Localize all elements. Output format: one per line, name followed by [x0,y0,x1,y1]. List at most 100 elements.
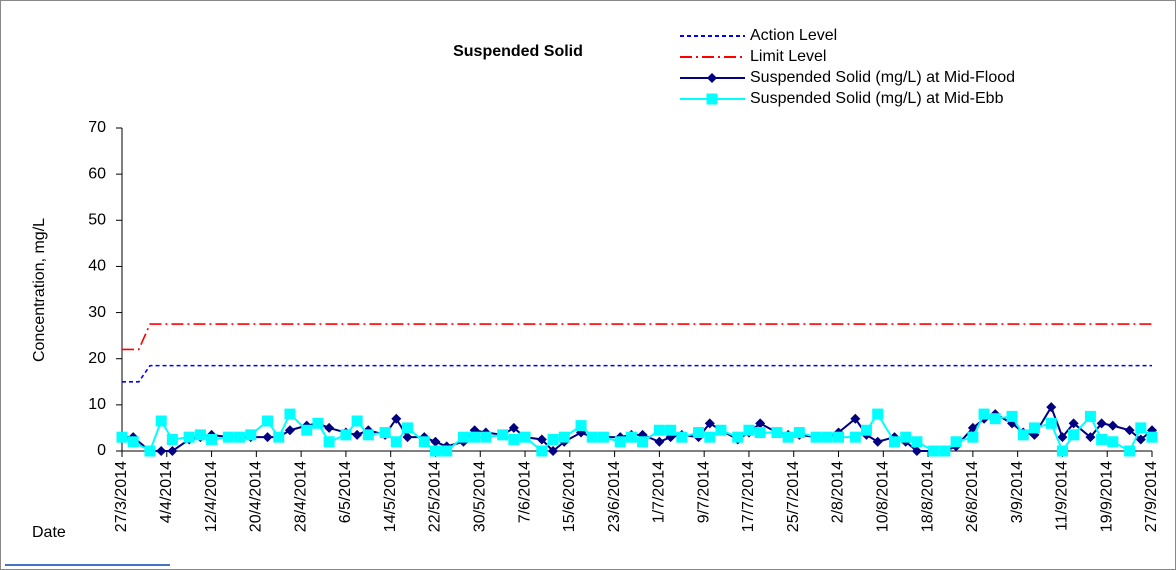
marker [625,431,637,443]
x-tick-label: 12/4/2014 [203,461,220,532]
x-tick-label: 3/9/2014 [1009,461,1026,523]
marker [861,424,873,436]
marker [872,408,884,420]
marker [900,431,912,443]
marker [706,93,718,105]
marker [693,427,705,439]
marker [390,436,402,448]
marker [441,445,453,457]
marker [850,413,861,424]
series-line [122,323,1152,351]
marker [469,431,481,443]
x-tick-label: 17/7/2014 [740,461,757,532]
x-tick-label: 22/5/2014 [427,461,444,532]
marker [755,418,766,429]
marker [156,446,167,456]
marker [391,413,402,424]
marker [234,431,246,443]
x-tick-label: 18/8/2014 [919,461,936,532]
marker [707,73,717,83]
marker [586,431,598,443]
y-tick-label: 70 [88,119,106,136]
marker [911,436,923,448]
marker [1096,433,1108,445]
marker [418,436,430,448]
x-tick-label: 30/5/2014 [471,461,488,532]
legend-label: Limit Level [750,48,826,65]
marker [743,424,755,436]
marker [1084,410,1096,422]
marker [1068,418,1079,429]
marker [1045,417,1057,429]
marker [715,424,727,436]
x-tick-label: 20/4/2014 [248,461,265,532]
marker [116,431,128,443]
marker [245,429,257,441]
y-tick-label: 50 [88,212,106,229]
marker [1107,420,1118,431]
x-tick-label: 15/6/2014 [561,461,578,532]
marker [519,431,531,443]
x-axis-label: Date [32,524,66,541]
y-tick-label: 10 [88,396,106,413]
marker [379,427,391,439]
marker [1146,431,1158,443]
x-tick-label: 2/8/2014 [830,461,847,523]
marker [1096,418,1107,429]
marker [782,431,794,443]
marker [704,431,716,443]
marker [402,432,413,443]
marker [939,445,951,457]
marker [127,436,139,448]
y-tick-label: 60 [88,165,106,182]
marker [324,422,335,433]
marker [872,436,883,447]
chart-title: Suspended Solid [453,43,583,60]
marker [597,431,609,443]
marker [430,436,441,447]
marker [273,431,285,443]
marker [1124,445,1136,457]
marker [704,418,715,429]
marker [1028,422,1040,434]
marker [989,413,1001,425]
marker [284,425,295,436]
marker [262,432,273,443]
x-tick-label: 27/3/2014 [113,461,130,532]
x-tick-label: 9/7/2014 [695,461,712,523]
marker [950,436,962,448]
marker [508,433,520,445]
x-tick-label: 14/5/2014 [382,461,399,532]
y-tick-label: 40 [88,258,106,275]
marker [457,431,469,443]
marker [754,427,766,439]
marker [665,424,677,436]
marker [194,429,206,441]
marker [1057,432,1068,443]
marker [166,433,178,445]
marker [1046,402,1057,413]
x-tick-label: 23/6/2014 [606,461,623,532]
marker [637,436,649,448]
legend-label: Suspended Solid (mg/L) at Mid-Ebb [750,90,1004,107]
marker [676,431,688,443]
series-line [122,364,1152,383]
marker [889,436,900,448]
marker [548,446,559,456]
marker [732,431,744,443]
x-tick-label: 11/9/2014 [1054,461,1071,531]
x-tick-label: 27/9/2014 [1143,461,1160,532]
marker [536,445,548,457]
x-tick-label: 26/8/2014 [964,461,981,532]
marker [810,431,822,443]
marker [833,431,845,443]
marker [1124,425,1135,436]
marker [284,408,296,420]
marker [547,433,559,445]
marker [1068,429,1080,441]
marker [967,431,979,443]
marker [262,415,274,427]
marker [849,431,861,443]
